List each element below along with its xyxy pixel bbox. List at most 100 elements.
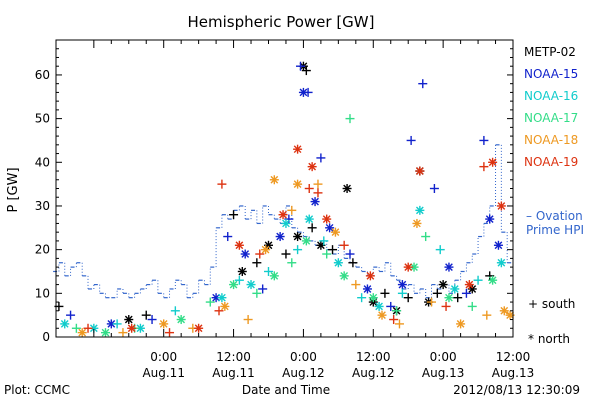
x-tick-label-time: 0:00: [430, 350, 457, 364]
north-point-metp-02: [237, 266, 247, 276]
north-point-noaa-19: [307, 162, 317, 172]
south-point-noaa-16: [473, 275, 483, 285]
north-point-noaa-17: [176, 315, 186, 325]
south-point-noaa-18: [426, 297, 436, 307]
north-point-metp-02: [438, 280, 448, 290]
north-point-noaa-16: [333, 258, 343, 268]
south-point-noaa-15: [296, 61, 306, 71]
footer-axis-caption: Date and Time: [242, 383, 330, 397]
north-point-noaa-18: [159, 319, 169, 329]
x-tick-label-time: 12:00: [216, 350, 251, 364]
north-point-noaa-19: [234, 240, 244, 250]
north-point-noaa-16: [374, 301, 384, 311]
north-point-noaa-18: [77, 328, 87, 338]
north-point-noaa-19: [127, 323, 137, 333]
south-point-metp-02: [307, 223, 317, 233]
north-point-noaa-18: [293, 179, 303, 189]
x-tick-label-date: Aug.11: [142, 366, 185, 380]
north-point-noaa-15: [493, 240, 503, 250]
north-point-noaa-15: [362, 284, 372, 294]
north-point-noaa-19: [403, 262, 413, 272]
north-point-noaa-16: [217, 293, 227, 303]
south-point-noaa-15: [461, 288, 471, 298]
legend-item-noaa-17: NOAA-17: [524, 111, 578, 125]
x-axis: 0:00 Aug.11 12:00 Aug.11 0:00 Aug.12 12:00 Aug.…: [93, 40, 535, 380]
south-point-noaa-16: [170, 306, 180, 316]
south-point-noaa-17: [287, 258, 297, 268]
south-point-noaa-19: [389, 315, 399, 325]
north-point-metp-02: [124, 315, 134, 325]
x-tick-label-date: Aug.13: [422, 366, 465, 380]
north-point-noaa-17: [229, 280, 239, 290]
south-point-noaa-19: [304, 184, 314, 193]
south-point-noaa-15: [303, 87, 313, 97]
south-point-noaa-17: [421, 232, 431, 242]
north-point-noaa-19: [464, 280, 474, 290]
north-point-noaa-16: [496, 258, 506, 268]
north-point-noaa-18: [377, 310, 387, 320]
south-point-noaa-19: [313, 188, 323, 198]
south-point-metp-02: [348, 258, 358, 268]
south-point-noaa-15: [66, 310, 76, 320]
north-point-noaa-17: [368, 293, 378, 303]
south-point-noaa-15: [316, 153, 326, 163]
x-tick-label-date: Aug.13: [492, 366, 535, 380]
south-point-metp-02: [141, 310, 151, 320]
south-point-noaa-16: [435, 245, 445, 255]
north-point-noaa-18: [505, 310, 515, 320]
north-point-noaa-16: [281, 218, 291, 228]
south-point-noaa-15: [258, 284, 268, 294]
north-point-noaa-18: [412, 218, 422, 228]
south-point-noaa-16: [357, 293, 367, 303]
south-point-noaa-15: [418, 79, 428, 89]
y-tick-label: 60: [35, 68, 50, 82]
south-point-noaa-18: [351, 280, 361, 290]
north-point-noaa-16: [60, 319, 70, 329]
south-point-noaa-19: [217, 179, 227, 189]
south-point-noaa-19: [255, 249, 265, 259]
north-point-noaa-17: [100, 328, 110, 338]
y-tick-label: 30: [35, 199, 50, 213]
north-point-noaa-16: [450, 284, 460, 294]
north-point-noaa-17: [488, 275, 498, 285]
y-tick-label: 40: [35, 155, 50, 169]
south-point-noaa-16: [319, 236, 329, 246]
south-point-noaa-18: [287, 205, 297, 215]
legend-south-marker: + south: [528, 297, 575, 311]
x-tick-label-time: 0:00: [290, 350, 317, 364]
south-point-noaa-17: [252, 288, 262, 298]
south-point-noaa-19: [441, 301, 451, 311]
north-point-noaa-15: [275, 232, 285, 242]
south-point-noaa-15: [147, 315, 157, 325]
south-point-noaa-17: [467, 301, 477, 311]
south-point-noaa-15: [223, 232, 233, 242]
south-point-metp-02: [252, 258, 262, 268]
north-point-noaa-18: [456, 319, 466, 329]
south-point-metp-02: [432, 288, 442, 298]
north-point-noaa-17: [269, 271, 279, 281]
north-point-noaa-16: [415, 205, 425, 215]
south-point-noaa-18: [243, 315, 253, 325]
y-tick-label: 10: [35, 286, 50, 300]
south-point-noaa-16: [293, 245, 303, 255]
south-point-noaa-15: [406, 135, 416, 145]
y-axis-label: P [GW]: [6, 167, 21, 212]
south-point-noaa-16: [263, 266, 273, 276]
x-tick-label-time: 0:00: [150, 350, 177, 364]
south-point-metp-02: [403, 293, 413, 303]
south-point-noaa-17: [345, 114, 355, 124]
footer-timestamp: 2012/08/13 12:30:09: [453, 383, 580, 397]
x-tick-label-date: Aug.11: [212, 366, 255, 380]
south-point-noaa-15: [386, 301, 396, 311]
south-point-noaa-18: [118, 328, 128, 338]
x-tick-label-time: 12:00: [496, 350, 531, 364]
south-point-metp-02: [229, 210, 239, 220]
north-point-noaa-18: [330, 227, 340, 237]
north-point-noaa-15: [240, 249, 250, 259]
north-point-noaa-19: [322, 214, 332, 224]
south-point-noaa-19: [339, 240, 349, 250]
north-point-noaa-16: [246, 280, 256, 290]
south-point-noaa-16: [397, 288, 407, 298]
x-tick-label-date: Aug.12: [282, 366, 325, 380]
